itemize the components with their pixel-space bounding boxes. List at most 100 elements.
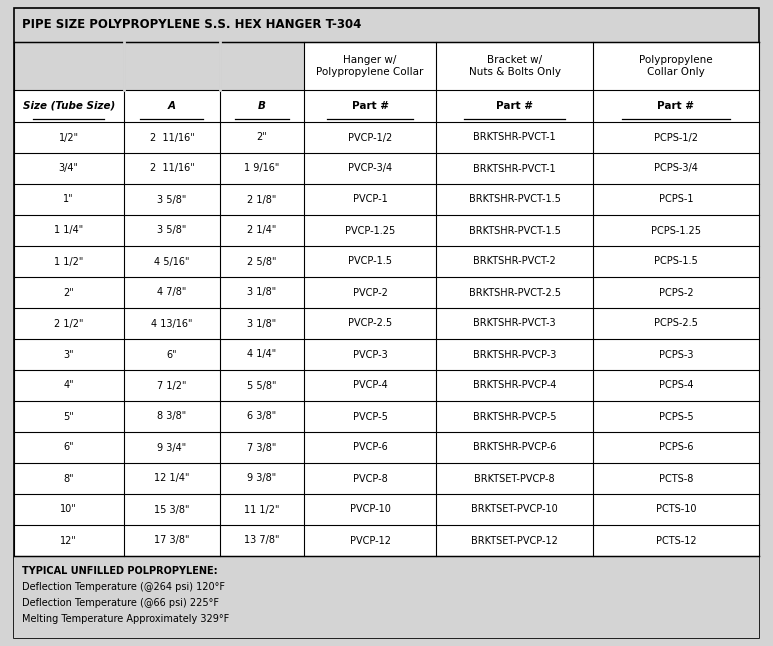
Text: BRKTSHR-PVCT-1.5: BRKTSHR-PVCT-1.5 — [468, 194, 560, 205]
Text: 2  11/16": 2 11/16" — [149, 163, 194, 174]
Text: 13 7/8": 13 7/8" — [244, 536, 280, 545]
Text: PCPS-1.5: PCPS-1.5 — [654, 256, 698, 267]
Text: 1 1/4": 1 1/4" — [54, 225, 83, 236]
Text: 4": 4" — [63, 380, 74, 390]
Text: 2  11/16": 2 11/16" — [149, 132, 194, 143]
Text: BRKTSHR-PVCT-1: BRKTSHR-PVCT-1 — [473, 132, 556, 143]
Text: 4 13/16": 4 13/16" — [152, 318, 192, 329]
Text: PVCP-1: PVCP-1 — [352, 194, 387, 205]
Text: 2 5/8": 2 5/8" — [247, 256, 277, 267]
Text: Deflection Temperature (@264 psi) 120°F: Deflection Temperature (@264 psi) 120°F — [22, 582, 225, 592]
Text: PCPS-1.25: PCPS-1.25 — [651, 225, 701, 236]
Text: 2": 2" — [63, 287, 74, 298]
Text: PCPS-3: PCPS-3 — [659, 349, 693, 360]
Text: BRKTSHR-PVCT-2.5: BRKTSHR-PVCT-2.5 — [468, 287, 560, 298]
Text: PVCP-12: PVCP-12 — [349, 536, 390, 545]
Text: 2 1/8": 2 1/8" — [247, 194, 277, 205]
Text: BRKTSHR-PVCT-3: BRKTSHR-PVCT-3 — [473, 318, 556, 329]
Text: B: B — [258, 101, 266, 111]
Text: PCPS-3/4: PCPS-3/4 — [654, 163, 698, 174]
Text: 7 1/2": 7 1/2" — [157, 380, 187, 390]
Bar — [14, 42, 304, 90]
Text: 6 3/8": 6 3/8" — [247, 412, 277, 421]
Text: 1": 1" — [63, 194, 74, 205]
Text: PCPS-1/2: PCPS-1/2 — [654, 132, 698, 143]
Text: 2": 2" — [257, 132, 267, 143]
Text: BRKTSET-PVCP-8: BRKTSET-PVCP-8 — [475, 474, 555, 483]
Text: PCTS-12: PCTS-12 — [656, 536, 696, 545]
Text: BRKTSET-PVCP-10: BRKTSET-PVCP-10 — [472, 505, 558, 514]
Text: 11 1/2": 11 1/2" — [244, 505, 280, 514]
Text: PCPS-2: PCPS-2 — [659, 287, 693, 298]
Text: Deflection Temperature (@66 psi) 225°F: Deflection Temperature (@66 psi) 225°F — [22, 598, 219, 608]
Text: PVCP-1.5: PVCP-1.5 — [348, 256, 392, 267]
Text: PCTS-10: PCTS-10 — [656, 505, 696, 514]
Text: 17 3/8": 17 3/8" — [154, 536, 189, 545]
Text: 15 3/8": 15 3/8" — [154, 505, 189, 514]
Text: BRKTSET-PVCP-12: BRKTSET-PVCP-12 — [472, 536, 558, 545]
Text: 4 7/8": 4 7/8" — [157, 287, 186, 298]
Text: 10": 10" — [60, 505, 77, 514]
Text: 1/2": 1/2" — [59, 132, 79, 143]
Text: Part #: Part # — [657, 101, 694, 111]
Text: 5 5/8": 5 5/8" — [247, 380, 277, 390]
Text: PVCP-1/2: PVCP-1/2 — [348, 132, 392, 143]
Text: 3": 3" — [63, 349, 74, 360]
Text: PCPS-4: PCPS-4 — [659, 380, 693, 390]
Text: PVCP-8: PVCP-8 — [352, 474, 387, 483]
Text: PCPS-1: PCPS-1 — [659, 194, 693, 205]
Text: 1 9/16": 1 9/16" — [244, 163, 280, 174]
Text: PVCP-2: PVCP-2 — [352, 287, 387, 298]
Text: Bracket w/
Nuts & Bolts Only: Bracket w/ Nuts & Bolts Only — [468, 55, 560, 77]
Text: 3 5/8": 3 5/8" — [157, 194, 186, 205]
Text: PVCP-3: PVCP-3 — [352, 349, 387, 360]
Text: PVCP-1.25: PVCP-1.25 — [345, 225, 395, 236]
Text: 4 1/4": 4 1/4" — [247, 349, 277, 360]
Text: PCPS-6: PCPS-6 — [659, 443, 693, 452]
Bar — [14, 556, 759, 638]
Text: PVCP-3/4: PVCP-3/4 — [348, 163, 392, 174]
Text: 3/4": 3/4" — [59, 163, 79, 174]
Text: 2 1/2": 2 1/2" — [54, 318, 83, 329]
Text: PCPS-5: PCPS-5 — [659, 412, 693, 421]
Text: BRKTSHR-PVCP-3: BRKTSHR-PVCP-3 — [473, 349, 557, 360]
Text: A: A — [168, 101, 176, 111]
Text: PCPS-2.5: PCPS-2.5 — [654, 318, 698, 329]
Text: BRKTSHR-PVCT-1: BRKTSHR-PVCT-1 — [473, 163, 556, 174]
Text: Part #: Part # — [352, 101, 389, 111]
Text: 12": 12" — [60, 536, 77, 545]
Text: 9 3/4": 9 3/4" — [158, 443, 186, 452]
Text: Hanger w/
Polypropylene Collar: Hanger w/ Polypropylene Collar — [316, 55, 424, 77]
Text: PIPE SIZE POLYPROPYLENE S.S. HEX HANGER T-304: PIPE SIZE POLYPROPYLENE S.S. HEX HANGER … — [22, 19, 361, 32]
Text: PVCP-10: PVCP-10 — [349, 505, 390, 514]
Text: 7 3/8": 7 3/8" — [247, 443, 277, 452]
Text: 4 5/16": 4 5/16" — [154, 256, 189, 267]
Text: PVCP-5: PVCP-5 — [352, 412, 387, 421]
Text: TYPICAL UNFILLED POLPROPYLENE:: TYPICAL UNFILLED POLPROPYLENE: — [22, 566, 218, 576]
Text: 12 1/4": 12 1/4" — [154, 474, 189, 483]
Text: 3 1/8": 3 1/8" — [247, 318, 277, 329]
Text: PCTS-8: PCTS-8 — [659, 474, 693, 483]
Text: Size (Tube Size): Size (Tube Size) — [22, 101, 115, 111]
Text: Part #: Part # — [496, 101, 533, 111]
Text: BRKTSHR-PVCT-1.5: BRKTSHR-PVCT-1.5 — [468, 225, 560, 236]
Text: 1 1/2": 1 1/2" — [54, 256, 83, 267]
Text: 8 3/8": 8 3/8" — [158, 412, 186, 421]
Text: PVCP-6: PVCP-6 — [352, 443, 387, 452]
Bar — [14, 42, 759, 556]
Text: BRKTSHR-PVCP-4: BRKTSHR-PVCP-4 — [473, 380, 557, 390]
Text: Polypropylene
Collar Only: Polypropylene Collar Only — [639, 55, 713, 77]
Text: 8": 8" — [63, 474, 74, 483]
Text: 3 5/8": 3 5/8" — [157, 225, 186, 236]
Bar — [14, 8, 759, 42]
Text: 6": 6" — [167, 349, 177, 360]
Text: PVCP-4: PVCP-4 — [352, 380, 387, 390]
Text: Melting Temperature Approximately 329°F: Melting Temperature Approximately 329°F — [22, 614, 230, 624]
Text: 3 1/8": 3 1/8" — [247, 287, 277, 298]
Text: PVCP-2.5: PVCP-2.5 — [348, 318, 392, 329]
Text: BRKTSHR-PVCT-2: BRKTSHR-PVCT-2 — [473, 256, 556, 267]
Text: BRKTSHR-PVCP-6: BRKTSHR-PVCP-6 — [473, 443, 557, 452]
Text: 2 1/4": 2 1/4" — [247, 225, 277, 236]
Text: BRKTSHR-PVCP-5: BRKTSHR-PVCP-5 — [473, 412, 557, 421]
Text: 9 3/8": 9 3/8" — [247, 474, 277, 483]
